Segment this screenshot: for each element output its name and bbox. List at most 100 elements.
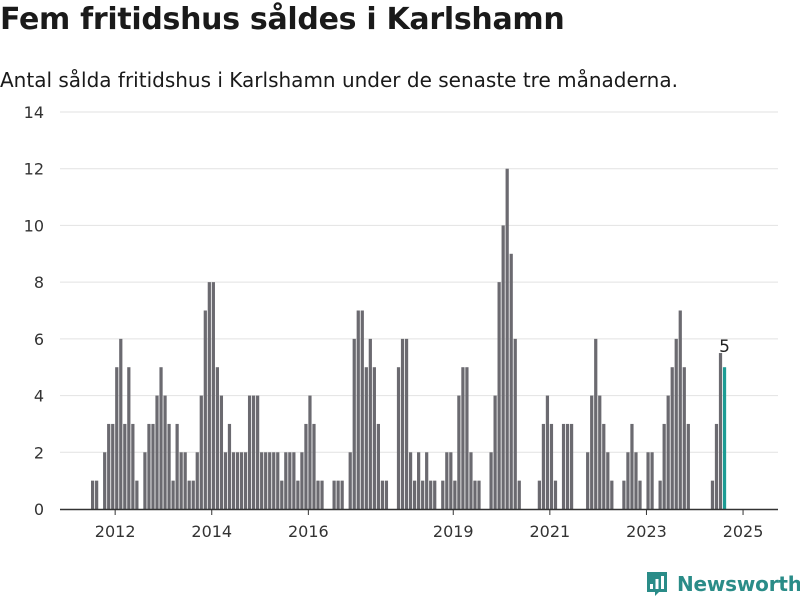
bar — [561, 423, 566, 509]
bar — [594, 338, 598, 509]
bar — [497, 282, 501, 509]
bar — [372, 367, 376, 509]
bar — [239, 452, 244, 509]
bar — [545, 395, 550, 509]
bar — [276, 452, 280, 509]
bar — [473, 480, 477, 509]
bar — [477, 480, 481, 509]
bar — [292, 452, 296, 509]
bar — [686, 423, 690, 509]
bar — [586, 452, 590, 509]
bar — [119, 338, 123, 509]
bar — [179, 452, 183, 509]
newsworthy-logo-icon — [647, 572, 667, 596]
bar — [183, 452, 187, 509]
highlight-data-label: 5 — [719, 337, 730, 357]
bar — [714, 423, 719, 509]
bar — [598, 395, 602, 509]
bar — [461, 367, 465, 509]
bar — [252, 395, 256, 509]
y-tick-label: 6 — [34, 330, 44, 349]
bar — [380, 480, 385, 509]
chart-title: Fem fritidshus såldes i Karlshamn — [0, 2, 565, 37]
bar — [408, 452, 413, 509]
bar — [167, 423, 171, 509]
bar — [396, 367, 401, 509]
bar — [404, 338, 409, 509]
bar — [465, 367, 469, 509]
bar — [569, 423, 574, 509]
y-tick-label: 0 — [34, 500, 44, 519]
bar — [135, 480, 139, 509]
bar — [231, 452, 236, 509]
bar — [626, 452, 630, 509]
bar — [223, 452, 228, 509]
bar — [457, 395, 461, 509]
y-tick-label: 8 — [34, 273, 44, 292]
bar — [332, 480, 336, 509]
x-tick-label: 2016 — [288, 522, 329, 541]
brand-name: Newsworthy — [677, 572, 800, 596]
bar — [264, 452, 268, 509]
y-tick-label: 14 — [24, 103, 44, 122]
bar — [211, 282, 215, 509]
bar — [421, 480, 425, 509]
bar — [215, 367, 219, 509]
bar — [300, 452, 304, 509]
highlight-bar — [722, 367, 727, 509]
bar — [441, 480, 445, 509]
bar — [288, 452, 292, 509]
bar — [123, 423, 127, 509]
bar — [622, 480, 626, 509]
bar — [429, 480, 433, 509]
bar — [312, 423, 316, 509]
bar — [171, 480, 175, 509]
bar — [368, 338, 372, 509]
bar — [111, 423, 115, 509]
bar — [191, 480, 195, 509]
bar — [638, 480, 642, 509]
bar — [203, 310, 207, 509]
bar — [227, 423, 232, 509]
bar — [131, 423, 135, 509]
bar — [91, 480, 95, 509]
bar — [340, 480, 344, 509]
bar — [674, 338, 678, 509]
bar — [376, 423, 380, 509]
bar — [602, 423, 606, 509]
bar — [243, 452, 248, 509]
bar — [666, 395, 670, 509]
y-tick-label: 12 — [24, 160, 44, 179]
bar — [143, 452, 147, 509]
bar — [356, 310, 360, 509]
y-tick-label: 2 — [34, 443, 44, 462]
bar — [493, 395, 497, 509]
bar — [509, 253, 513, 509]
bar — [537, 480, 541, 509]
bar — [151, 423, 155, 509]
bar — [445, 452, 449, 509]
bar — [155, 395, 159, 509]
bar — [425, 452, 429, 509]
bar — [501, 225, 505, 509]
bar — [400, 338, 405, 509]
bar — [260, 452, 264, 509]
bar — [453, 480, 457, 509]
bar — [541, 423, 546, 509]
bar — [348, 452, 352, 509]
bar — [449, 452, 453, 509]
y-tick-label: 10 — [24, 216, 44, 235]
bar — [682, 367, 686, 509]
bar — [590, 395, 594, 509]
bar — [103, 452, 107, 509]
bar — [610, 480, 614, 509]
bar — [320, 480, 324, 509]
y-tick-label: 4 — [34, 387, 44, 406]
bar — [336, 480, 340, 509]
bar — [646, 452, 650, 509]
bar — [308, 395, 312, 509]
bar — [256, 395, 260, 509]
bar — [517, 480, 521, 509]
bar — [553, 480, 558, 509]
